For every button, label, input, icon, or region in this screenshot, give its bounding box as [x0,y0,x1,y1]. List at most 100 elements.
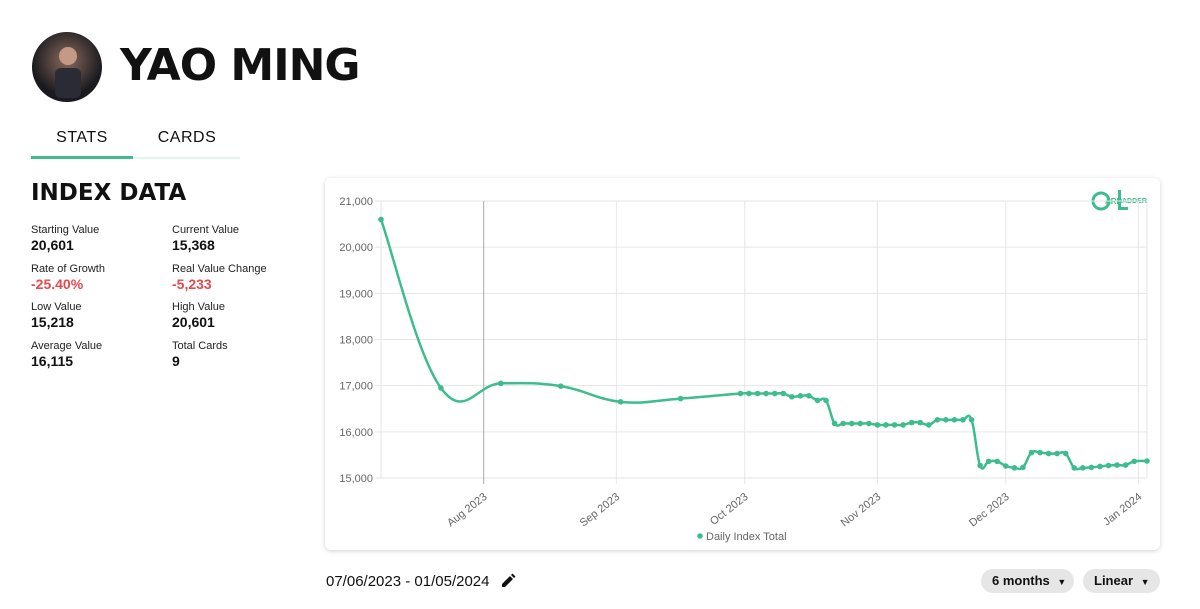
period-select[interactable]: 6 months ▼ [981,569,1074,593]
chart: ARD ADDER 15,00016,00017,00018,00019,000… [339,190,1150,543]
point [943,417,949,423]
point [754,390,761,397]
stat-label: Starting Value [31,224,100,236]
date-range: 07/06/2023 - 01/05/2024 [326,573,490,590]
point [789,393,795,400]
point [1080,465,1086,471]
point [1028,449,1035,456]
point [1054,450,1060,457]
point [1114,462,1120,468]
stat-label: Total Cards [172,339,228,352]
point [1020,464,1026,471]
y-tick-label: 17,000 [339,381,373,393]
chart-card [325,178,1160,550]
point [934,417,941,423]
point [951,417,958,423]
point [857,420,864,427]
stat-value: 16,115 [31,352,74,369]
avatar [32,32,102,102]
point [883,422,889,428]
point [968,417,975,423]
point [1011,465,1018,471]
x-tick-label: Jan 2024 [1101,491,1144,528]
point [677,395,684,402]
point [891,422,898,428]
stat-label: Real Value Change [172,262,267,275]
point [823,397,829,404]
x-tick-label: Aug 2023 [445,491,490,529]
point [1144,458,1150,464]
legend-marker [697,533,703,539]
point [617,399,624,405]
tab[interactable]: CARDS [157,129,217,146]
point [557,383,564,389]
stat-label: Low Value [31,301,82,313]
stat-value: -25.40% [31,275,84,292]
period-label: 6 months [992,573,1050,588]
point [840,420,846,427]
point [806,393,812,399]
stat-value: -5,233 [172,275,212,292]
y-tick-label: 18,000 [339,335,373,347]
stat-value: 15,218 [31,314,74,330]
y-tick-label: 15,000 [339,473,373,485]
y-tick-label: 19,000 [339,288,373,300]
edit-icon[interactable] [500,573,516,589]
scale-select[interactable]: Linear ▼ [1083,569,1160,593]
point [994,458,1001,465]
tab[interactable]: STATS [56,129,108,146]
point [960,417,966,423]
point [498,380,504,387]
point [1122,462,1129,468]
point [985,458,992,465]
point [1045,450,1052,457]
point [1105,462,1112,469]
point [866,420,872,427]
point [797,393,804,399]
point [746,390,752,397]
x-tick-label: Nov 2023 [839,491,883,529]
stat-label: Current Value [172,224,240,236]
stat-value: 20,601 [31,237,74,253]
point [378,216,384,223]
point [874,422,881,428]
point [1002,463,1009,469]
point [780,390,787,397]
stat-value: 9 [172,352,180,369]
stat-label: Rate of Growth [31,262,105,275]
point [737,390,744,397]
scale-label: Linear [1094,573,1134,588]
y-tick-label: 20,000 [339,242,373,254]
tab-rule [31,157,240,159]
point [917,419,923,426]
x-tick-label: Dec 2023 [967,491,1011,529]
point [771,390,778,397]
point [1088,464,1095,471]
stat-label: Average Value [31,339,103,352]
stat-value: 15,368 [172,237,215,253]
legend-label: Daily Index Total [706,531,787,543]
player-name: YAO MING [120,40,361,91]
point [925,422,932,428]
point [831,420,838,427]
point [1071,465,1078,471]
point [848,420,855,427]
tab-indicator [31,156,133,159]
point [977,462,983,469]
y-tick-label: 21,000 [339,196,373,208]
point [908,419,915,426]
section-title: INDEX DATA [31,180,187,206]
point [814,397,821,404]
stat-label: High Value [172,301,225,313]
x-tick-label: Sep 2023 [578,491,623,529]
point [1037,449,1043,456]
y-tick-label: 16,000 [339,427,373,439]
point [1062,450,1069,457]
point [1131,458,1137,465]
stat-value: 20,601 [172,314,215,330]
point [438,385,444,391]
point [763,390,769,397]
x-tick-label: Oct 2023 [708,491,751,528]
point [1097,463,1103,470]
